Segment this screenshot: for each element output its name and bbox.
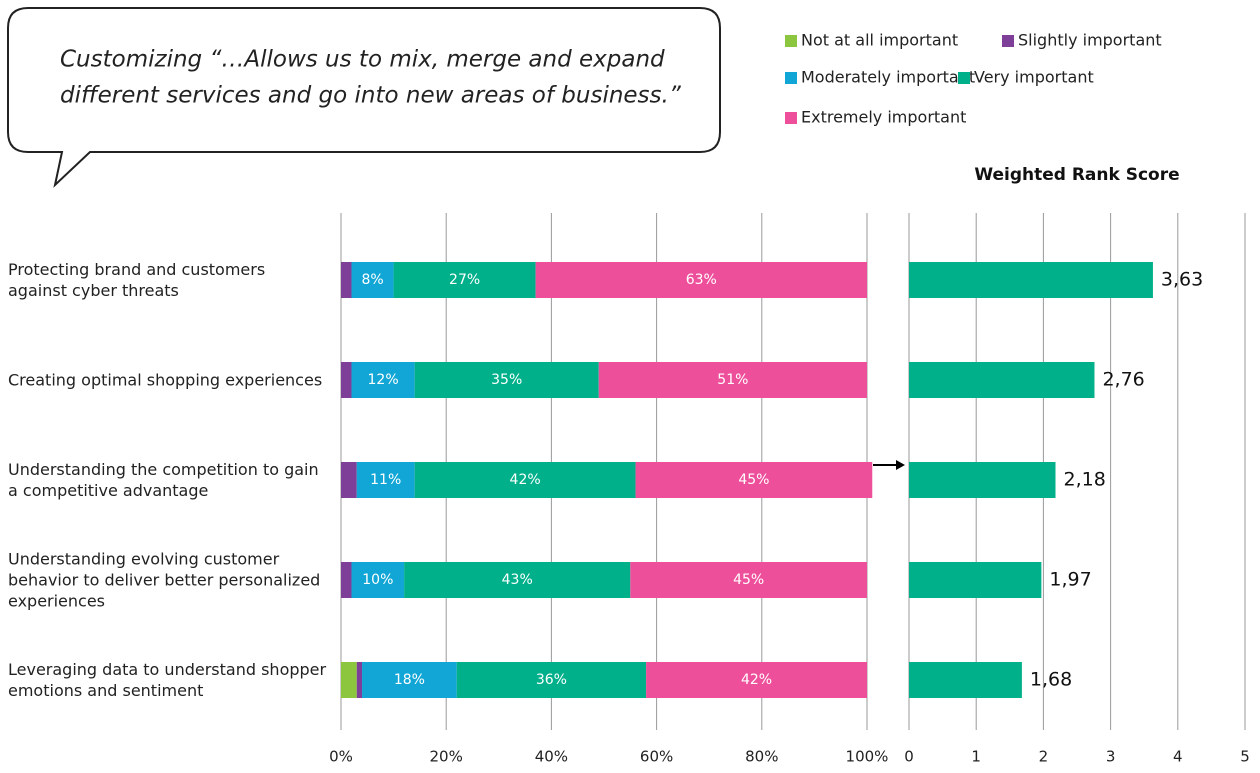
bar-segment (635, 462, 873, 498)
chart-title: Weighted Rank Score (974, 165, 1179, 185)
x-tick-label: 100% (846, 748, 889, 766)
category-label: Understanding the competition to gain a … (8, 460, 319, 500)
bar-segment (341, 362, 352, 398)
data-label: 10% (362, 572, 393, 588)
data-label: 42% (510, 472, 541, 488)
data-label: 36% (536, 672, 567, 688)
bar-segment (362, 662, 457, 698)
x-tick-label: 60% (640, 748, 673, 766)
data-label: 8% (361, 272, 383, 288)
data-label: 35% (491, 372, 522, 388)
x-tick-label: 5 (1240, 748, 1250, 766)
legend-label: Not at all important (801, 31, 958, 50)
quote-line: Customizing “…Allows us to mix, merge an… (60, 47, 665, 73)
bar-segment (535, 262, 867, 298)
category-label: Creating optimal shopping experiences (8, 370, 323, 390)
x-tick-label: 20% (430, 748, 463, 766)
data-label: 27% (449, 272, 480, 288)
legend-label: Moderately important (801, 68, 975, 87)
bar-segment (341, 662, 357, 698)
data-label: 1,97 (1049, 569, 1091, 591)
quote-line: different services and go into new areas… (60, 83, 682, 109)
speech-bubble (7, 7, 721, 188)
bar-segment (393, 262, 536, 298)
data-label: 1,68 (1030, 669, 1072, 691)
legend-label: Extremely important (801, 108, 966, 127)
bar-segment (630, 562, 867, 598)
legend-label: Very important (974, 68, 1094, 87)
bar-segment (456, 662, 647, 698)
bar (909, 662, 1022, 698)
data-label: 3,63 (1161, 269, 1203, 291)
x-tick-label: 0 (904, 748, 914, 766)
bar-segment (356, 462, 415, 498)
bar-segment (414, 362, 599, 398)
bar-segment (341, 562, 352, 598)
x-tick-label: 40% (535, 748, 568, 766)
data-label: 45% (738, 472, 769, 488)
bar (909, 462, 1056, 498)
bar (909, 362, 1095, 398)
data-label: 11% (370, 472, 401, 488)
x-tick-label: 2 (1039, 748, 1049, 766)
legend-swatch (1002, 35, 1014, 47)
bar-segment (341, 462, 357, 498)
bar-segment (341, 262, 352, 298)
data-label: 12% (368, 372, 399, 388)
legend-label: Slightly important (1018, 31, 1162, 50)
legend-swatch (958, 72, 970, 84)
x-tick-label: 80% (745, 748, 778, 766)
x-tick-label: 3 (1106, 748, 1116, 766)
legend-swatch (785, 35, 797, 47)
bar-segment (404, 562, 631, 598)
bar-segment (351, 562, 405, 598)
x-tick-label: 4 (1173, 748, 1183, 766)
bar-segment (414, 462, 636, 498)
data-label: 42% (741, 672, 772, 688)
data-label: 51% (717, 372, 748, 388)
data-label: 43% (502, 572, 533, 588)
x-tick-label: 1 (971, 748, 981, 766)
data-label: 45% (733, 572, 764, 588)
legend-swatch (785, 72, 797, 84)
arrow-head (896, 460, 905, 470)
bar-segment (351, 262, 394, 298)
bar (909, 562, 1042, 598)
data-label: 18% (394, 672, 425, 688)
category-label: Protecting brand and customers against c… (8, 260, 266, 300)
bar-segment (646, 662, 867, 698)
x-tick-label: 0% (329, 748, 353, 766)
bar-segment (356, 662, 363, 698)
category-label: Understanding evolving customer behavior… (8, 549, 321, 611)
category-label: Leveraging data to understand shopper em… (8, 660, 327, 700)
data-label: 2,76 (1102, 369, 1144, 391)
bar-segment (351, 362, 415, 398)
data-label: 63% (686, 272, 717, 288)
bar-segment (598, 362, 867, 398)
data-label: 2,18 (1063, 469, 1105, 491)
bar (909, 262, 1153, 298)
legend-swatch (785, 112, 797, 124)
